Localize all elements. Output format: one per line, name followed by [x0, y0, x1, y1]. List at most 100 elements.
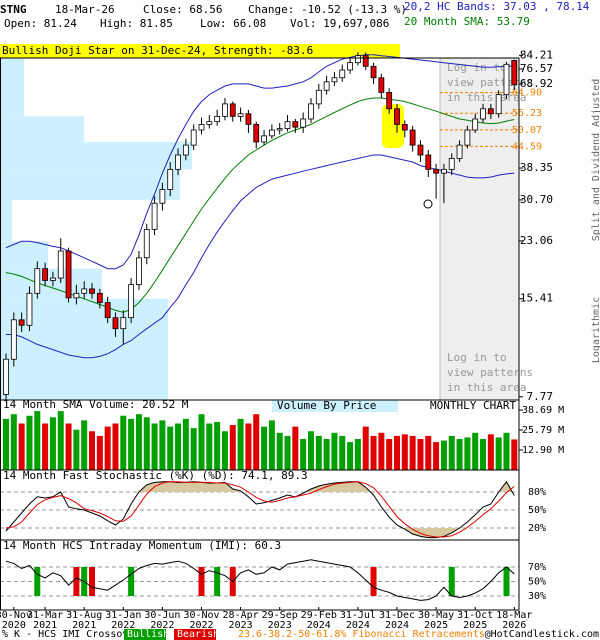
legend-label: Bullish — [127, 629, 169, 640]
crossover-signal — [89, 567, 96, 596]
crossover-signal — [34, 567, 41, 596]
y-tick-label: 70% — [528, 562, 546, 573]
volume-bar — [307, 431, 314, 470]
x-tick-label: 31-Mar — [27, 610, 63, 621]
volume-bar — [261, 426, 268, 470]
candle-body — [503, 63, 510, 96]
crossover-signal — [503, 567, 510, 596]
volume-bar — [128, 418, 135, 470]
date: 18-Mar-26 — [55, 3, 115, 16]
legend-title: % K - HCS IMI Crossover: — [2, 629, 147, 640]
x-tick-label: 2024 — [385, 620, 409, 631]
panel-title: 14 Month Fast Stochastic (%K) (%D): 74.1… — [3, 469, 308, 482]
candle-body — [245, 113, 252, 125]
candle-body — [386, 92, 393, 110]
volume-bar — [300, 439, 307, 470]
panel-title: 14 Month HCS Intraday Momentum (IMI): 60… — [3, 539, 281, 552]
y-tick-label: 25.79 M — [522, 425, 564, 436]
fib-label: 64.90 — [512, 88, 542, 99]
candle-body — [308, 103, 314, 120]
volume-by-price-bar — [0, 116, 84, 142]
volume-bar — [143, 417, 150, 470]
candle-body — [433, 168, 440, 174]
annotation-bg — [0, 44, 400, 58]
y-tick-label: 84.21 — [520, 48, 553, 61]
volume-bar — [182, 418, 189, 470]
vbp-label: Volume By Price — [277, 399, 376, 412]
candle-body — [3, 358, 9, 395]
volume-bar — [347, 442, 354, 470]
pattern-marker — [423, 199, 433, 209]
candle-body — [198, 123, 205, 131]
candle-body — [120, 317, 127, 330]
fib-label: 44.59 — [512, 141, 542, 152]
volume-by-price-bar — [0, 199, 12, 242]
candle-body — [112, 317, 119, 330]
x-tick-label: 29-Feb — [301, 610, 337, 621]
volume-bar — [3, 418, 9, 470]
volume-bar — [394, 435, 400, 470]
volume-bar — [159, 420, 166, 470]
candle-body — [425, 154, 432, 170]
candle-body — [495, 94, 502, 115]
volume-bar — [42, 423, 49, 470]
volume-bar — [175, 423, 182, 470]
pattern-notice: Log in to — [447, 61, 507, 74]
volume-by-price-bar — [0, 169, 180, 200]
legend-swatch — [174, 629, 216, 640]
crossover-signal — [448, 567, 455, 596]
candle-body — [487, 108, 494, 115]
candle-body — [448, 158, 455, 170]
x-tick-label: 2024 — [346, 620, 370, 631]
y-tick-label: 76.57 — [520, 62, 553, 75]
volume-bar — [480, 439, 487, 470]
candle-body — [190, 129, 197, 146]
candle-body — [331, 77, 338, 83]
volume-bar — [221, 431, 228, 470]
candle-body — [96, 292, 103, 303]
candle-body — [18, 319, 25, 326]
candle-body — [362, 55, 369, 67]
candle-body — [261, 135, 267, 143]
candle-body — [237, 113, 244, 117]
x-tick-label: 2021 — [33, 620, 57, 631]
volume-bar — [386, 439, 393, 470]
candle-body — [81, 288, 88, 294]
candle-body — [253, 123, 260, 143]
volume-bar — [456, 439, 463, 470]
fib-label: 56.23 — [512, 108, 542, 119]
oversold-shade — [6, 528, 515, 538]
x-tick-label: 30-Nov — [183, 610, 219, 621]
candle-body — [42, 268, 48, 281]
candle-body — [480, 108, 486, 120]
low: Low: 66.08 — [200, 17, 266, 30]
axis-note: Split and Dividend Adjusted — [591, 79, 600, 242]
candle-body — [175, 154, 181, 170]
volume-bar — [339, 435, 346, 470]
candle-body — [89, 288, 95, 294]
x-tick-label: 30-Nov — [0, 610, 32, 621]
credit: @HotCandlestick.com — [485, 629, 599, 640]
candle-body — [10, 319, 17, 360]
y-tick-label: 38.35 — [520, 161, 553, 174]
candle-body — [65, 250, 72, 299]
candle-body — [284, 121, 291, 129]
volume-bar — [464, 437, 471, 470]
candle-body — [222, 103, 228, 117]
candle-body — [378, 77, 385, 93]
pattern-lock-area — [439, 57, 520, 401]
volume-bar — [112, 423, 119, 470]
symbol: STNG — [0, 3, 27, 16]
candle-body — [292, 121, 299, 128]
y-tick-label: 80% — [528, 487, 546, 498]
candle-body — [50, 277, 56, 281]
y-tick-label: 15.41 — [520, 292, 553, 305]
candle-body — [456, 144, 463, 159]
candle-body — [464, 129, 471, 146]
candle-body — [229, 103, 236, 117]
crossover-signal — [370, 567, 377, 596]
volume-bar — [10, 414, 17, 470]
volume-bar — [198, 414, 205, 470]
volume-bar — [65, 423, 72, 470]
